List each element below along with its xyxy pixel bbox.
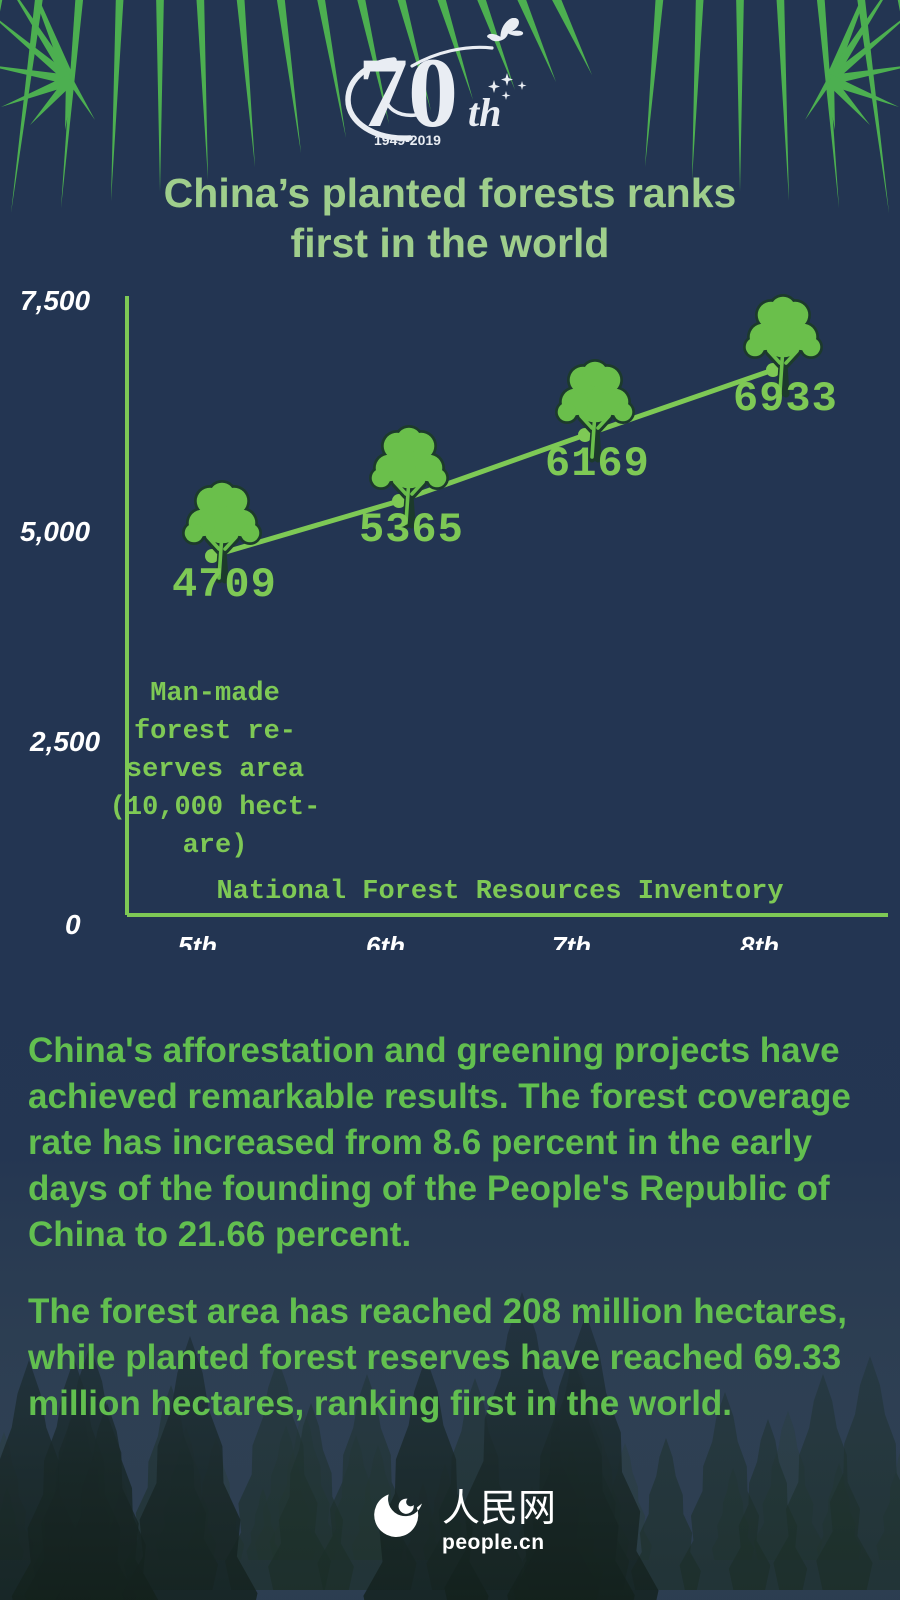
svg-text:5,000: 5,000 (20, 516, 90, 547)
svg-text:4709: 4709 (172, 561, 277, 609)
svg-text:0: 0 (65, 909, 81, 940)
svg-text:6933: 6933 (733, 375, 838, 423)
svg-text:Man-made: Man-made (150, 679, 280, 709)
svg-text:serves area: serves area (126, 755, 304, 785)
svg-text:forest re-: forest re- (134, 717, 296, 747)
svg-text:5365: 5365 (359, 506, 464, 554)
svg-text:are): are) (183, 831, 248, 861)
svg-text:7,500: 7,500 (20, 285, 90, 316)
svg-text:(10,000 hect-: (10,000 hect- (110, 793, 321, 823)
svg-text:6169: 6169 (545, 440, 650, 488)
svg-text:National Forest Resources Inve: National Forest Resources Inventory (216, 877, 783, 907)
svg-text:2,500: 2,500 (29, 726, 100, 757)
